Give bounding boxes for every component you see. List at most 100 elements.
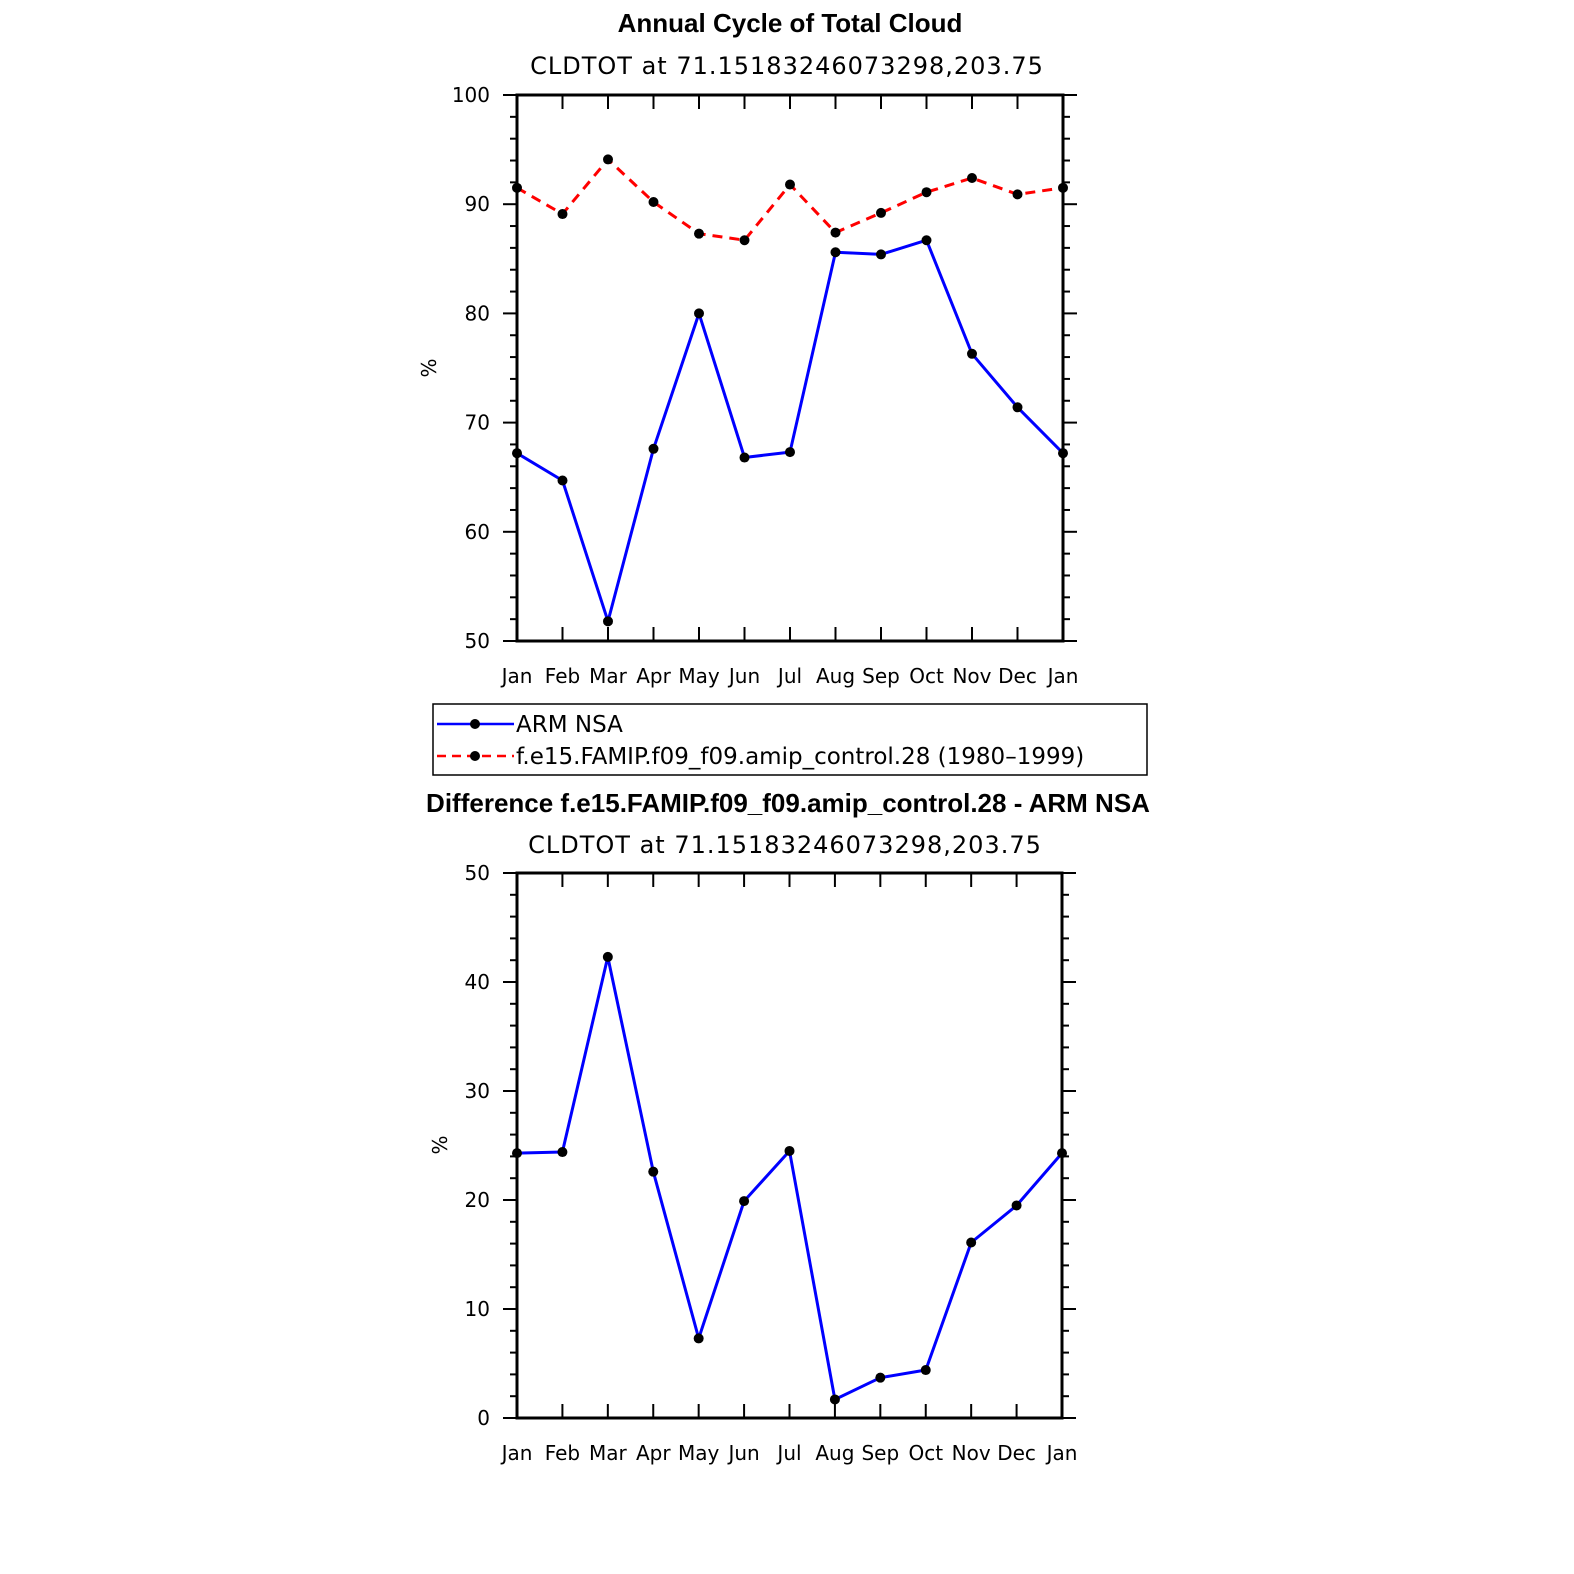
x-tick-label: Nov bbox=[952, 664, 991, 688]
x-tick-label: May bbox=[678, 1441, 720, 1465]
y-tick-label: 0 bbox=[477, 1406, 490, 1430]
data-point bbox=[739, 452, 750, 463]
x-tick-label: Sep bbox=[862, 664, 900, 688]
data-point bbox=[603, 616, 613, 627]
data-point bbox=[512, 448, 522, 459]
legend-label-model: f.e15.FAMIP.f09_f09.amip_control.28 (198… bbox=[516, 744, 1084, 770]
series-line-0 bbox=[516, 238, 1065, 623]
data-point bbox=[1011, 1200, 1022, 1211]
series-group bbox=[512, 154, 1068, 627]
data-point bbox=[966, 1237, 977, 1248]
annual-cycle-chart: Annual Cycle of Total Cloud CLDTOT at 71… bbox=[417, 8, 1078, 688]
data-point bbox=[602, 951, 613, 962]
data-point bbox=[830, 227, 841, 238]
y-tick-label: 60 bbox=[465, 520, 490, 544]
legend-label-arm-nsa: ARM NSA bbox=[516, 712, 623, 738]
x-tick-label: May bbox=[678, 664, 720, 688]
y-tick-label: 30 bbox=[465, 1079, 490, 1103]
data-point bbox=[648, 1166, 659, 1177]
x-tick-label: Aug bbox=[816, 664, 855, 688]
x-tick-label: Jun bbox=[727, 664, 760, 688]
x-tick-label: Apr bbox=[636, 1441, 671, 1465]
x-tick-label: Dec bbox=[997, 1441, 1036, 1465]
data-point bbox=[512, 1148, 522, 1159]
data-point bbox=[967, 172, 977, 183]
x-axis-ticks: Jan Feb Mar Apr May Jun Jul Aug Sep Oct Nov Dec Jan bbox=[500, 95, 1079, 688]
x-tick-label: Feb bbox=[545, 664, 580, 688]
x-tick-label: Jan bbox=[1046, 664, 1079, 688]
plot-frame bbox=[515, 871, 1064, 1420]
x-axis-ticks: Jan Feb Mar Apr May Jun Jul Aug Sep Oct Nov Dec Jan bbox=[500, 873, 1078, 1465]
x-tick-label: Oct bbox=[908, 1441, 943, 1465]
data-point bbox=[694, 228, 704, 239]
data-point bbox=[921, 187, 932, 198]
data-point bbox=[876, 207, 886, 218]
data-point bbox=[648, 197, 659, 208]
data-point bbox=[829, 1394, 840, 1405]
data-point bbox=[1058, 182, 1068, 193]
x-tick-label: Sep bbox=[861, 1441, 899, 1465]
x-tick-label: Jan bbox=[500, 664, 533, 688]
data-point bbox=[920, 1365, 931, 1376]
data-point bbox=[739, 235, 750, 246]
data-point bbox=[1058, 448, 1068, 459]
y-axis-ticks: 50 60 70 80 90 100 bbox=[452, 83, 1077, 653]
legend-box bbox=[432, 703, 1148, 776]
data-point bbox=[648, 443, 659, 454]
data-point bbox=[967, 348, 977, 359]
legend-marker-model bbox=[470, 751, 480, 761]
data-point bbox=[1012, 189, 1023, 200]
data-point bbox=[557, 209, 568, 220]
x-tick-label: Dec bbox=[998, 664, 1037, 688]
data-point bbox=[603, 154, 613, 165]
data-point bbox=[512, 182, 522, 193]
data-point bbox=[876, 249, 886, 260]
plot-frame bbox=[515, 93, 1065, 643]
data-point bbox=[875, 1372, 886, 1383]
y-axis-label: % bbox=[417, 358, 441, 377]
x-tick-label: Mar bbox=[589, 1441, 628, 1465]
x-tick-label: Aug bbox=[815, 1441, 854, 1465]
y-tick-label: 100 bbox=[452, 83, 490, 107]
series-line-0 bbox=[516, 955, 1064, 1401]
chart-title: Difference f.e15.FAMIP.f09_f09.amip_cont… bbox=[426, 788, 1150, 818]
x-tick-label: Jan bbox=[500, 1441, 533, 1465]
y-tick-label: 20 bbox=[465, 1188, 490, 1212]
y-tick-label: 50 bbox=[465, 861, 490, 885]
difference-chart: Difference f.e15.FAMIP.f09_f09.amip_cont… bbox=[426, 788, 1150, 1465]
chart-subtitle: CLDTOT at 71.15183246073298,203.75 bbox=[528, 831, 1042, 859]
y-tick-label: 70 bbox=[465, 411, 490, 435]
y-tick-label: 10 bbox=[465, 1297, 490, 1321]
y-axis-label: % bbox=[428, 1135, 452, 1154]
x-tick-label: Oct bbox=[909, 664, 944, 688]
series-group bbox=[512, 951, 1067, 1405]
x-tick-label: Jul bbox=[776, 664, 802, 688]
data-point bbox=[921, 235, 932, 246]
y-axis-ticks: 0 10 20 30 40 50 bbox=[465, 861, 1076, 1430]
chart-subtitle: CLDTOT at 71.15183246073298,203.75 bbox=[530, 52, 1044, 80]
legend: ARM NSA f.e15.FAMIP.f09_f09.amip_control… bbox=[432, 703, 1148, 776]
x-tick-label: Jun bbox=[726, 1441, 759, 1465]
data-point bbox=[739, 1196, 750, 1207]
series-line-1 bbox=[516, 157, 1064, 242]
x-tick-label: Jul bbox=[775, 1441, 801, 1465]
data-point bbox=[1012, 402, 1023, 413]
data-point bbox=[694, 308, 704, 319]
x-tick-label: Apr bbox=[636, 664, 671, 688]
x-tick-label: Feb bbox=[545, 1441, 580, 1465]
data-point bbox=[557, 475, 568, 486]
legend-marker-arm-nsa bbox=[470, 719, 480, 729]
x-tick-label: Jan bbox=[1045, 1441, 1078, 1465]
y-tick-label: 50 bbox=[465, 629, 490, 653]
chart-title: Annual Cycle of Total Cloud bbox=[618, 8, 963, 38]
data-point bbox=[785, 447, 795, 458]
data-point bbox=[785, 179, 795, 190]
y-tick-label: 40 bbox=[465, 970, 490, 994]
data-point bbox=[693, 1333, 704, 1344]
x-tick-label: Nov bbox=[952, 1441, 991, 1465]
data-point bbox=[557, 1147, 568, 1158]
data-point bbox=[1057, 1148, 1067, 1159]
data-point bbox=[830, 247, 841, 258]
x-tick-label: Mar bbox=[589, 664, 628, 688]
